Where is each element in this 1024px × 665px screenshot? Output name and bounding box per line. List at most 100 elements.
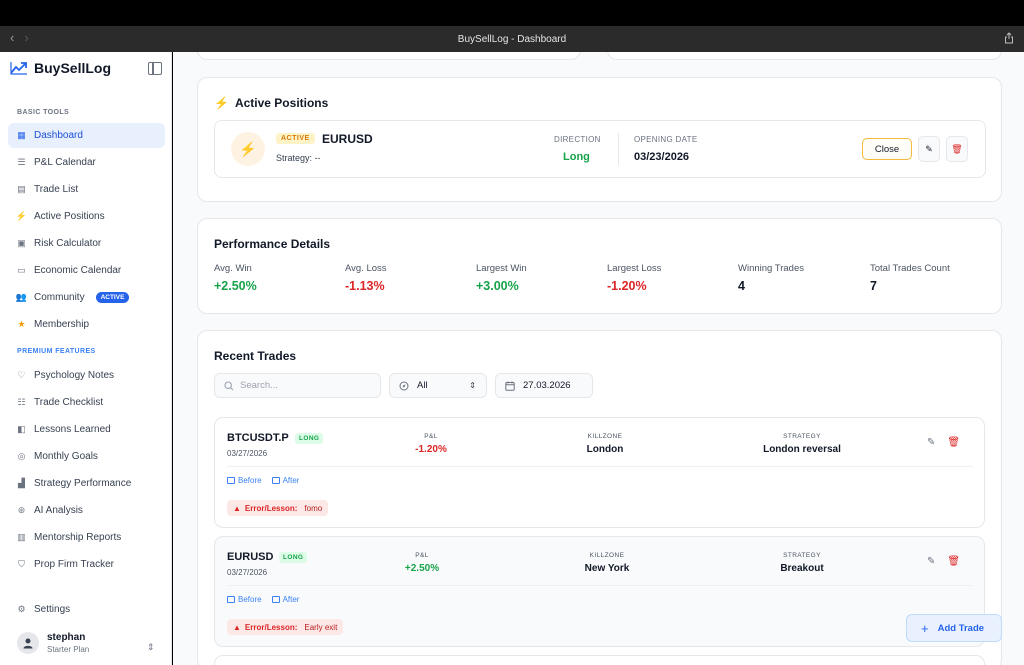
strategy-value: London reversal: [763, 444, 841, 455]
bolt-icon: ⚡: [15, 211, 28, 221]
before-label: Before: [238, 476, 262, 485]
stat-avg-win: Avg. Win +2.50%: [214, 263, 257, 293]
trade-actions: ✎ 🗑: [927, 556, 960, 567]
add-trade-button[interactable]: + Add Trade: [906, 614, 1002, 642]
after-link[interactable]: After: [271, 476, 299, 485]
search-icon: [224, 380, 234, 390]
trade-actions: ✎ 🗑: [927, 437, 960, 448]
bolt-icon: ⚡: [214, 96, 229, 110]
brand-name: BuySellLog: [34, 60, 112, 76]
book-icon: ◧: [17, 424, 26, 434]
edit-icon[interactable]: ✎: [927, 437, 936, 448]
delete-position-button[interactable]: 🗑: [946, 136, 968, 162]
stat-value: -1.13%: [345, 279, 385, 293]
opening-date-value: 03/23/2026: [634, 151, 690, 163]
stat-value: +3.00%: [476, 279, 519, 293]
sidebar-item-settings[interactable]: ⚙ Settings: [8, 597, 165, 622]
position-symbol: EURUSD: [322, 132, 373, 146]
sidebar-item-label: P&L Calendar: [34, 157, 96, 168]
sidebar-item-label: Settings: [34, 604, 71, 615]
pnl-label: P&L: [424, 433, 438, 440]
stat-label: Largest Win: [476, 263, 527, 274]
image-icon: [271, 477, 280, 484]
date-filter-input[interactable]: 27.03.2026: [495, 373, 593, 398]
sidebar-item-lessons-learned[interactable]: ◧ Lessons Learned: [8, 417, 165, 442]
lesson-label: Error/Lesson:: [244, 622, 298, 632]
divider: [618, 133, 619, 165]
warning-icon: ▲: [233, 503, 241, 513]
shield-icon: ⛉: [18, 559, 25, 569]
filter-select[interactable]: All ⇕: [389, 373, 487, 398]
sidebar-item-ai-analysis[interactable]: ⊛ AI Analysis: [8, 498, 165, 523]
list-icon: ▤: [17, 184, 26, 194]
trade-pnl: P&L +2.50%: [392, 552, 452, 574]
sidebar-item-dashboard[interactable]: ▦ Dashboard: [8, 123, 165, 148]
pnl-value: +2.50%: [404, 563, 440, 574]
screen-top-bar: [0, 0, 1024, 26]
trend-up-icon: [10, 62, 27, 75]
screenshot-links: Before After: [227, 595, 299, 604]
sidebar-item-risk-calculator[interactable]: ▣ Risk Calculator: [8, 231, 165, 256]
divider: [227, 585, 973, 586]
back-icon[interactable]: ‹: [10, 30, 15, 45]
trade-card[interactable]: [214, 655, 985, 665]
search-placeholder: Search...: [240, 380, 279, 391]
position-row: ⚡ ACTIVE EURUSD Strategy: -- DIRECTION L…: [214, 120, 986, 178]
search-input[interactable]: Search...: [214, 373, 381, 398]
active-positions-title: ⚡ Active Positions: [214, 96, 328, 110]
image-icon: [271, 596, 280, 603]
strategy-label: STRATEGY: [783, 552, 821, 559]
before-link[interactable]: Before: [227, 476, 262, 485]
lesson-value: fomo: [304, 503, 323, 513]
sidebar-item-economic-calendar[interactable]: ▭ Economic Calendar: [8, 258, 165, 283]
trade-symbol: BTCUSDT.P: [227, 432, 289, 444]
pnl-label: P&L: [415, 552, 429, 559]
sidebar-item-mentorship-reports[interactable]: ▥ Mentorship Reports: [8, 525, 165, 550]
sidebar-toggle-icon[interactable]: [148, 62, 162, 75]
sidebar-item-trade-checklist[interactable]: ☷ Trade Checklist: [8, 390, 165, 415]
trash-icon: 🗑: [951, 143, 963, 154]
sidebar-item-strategy-performance[interactable]: ▟ Strategy Performance: [8, 471, 165, 496]
section-label-premium: PREMIUM FEATURES: [17, 348, 96, 355]
trash-icon[interactable]: 🗑: [947, 556, 961, 567]
trade-card[interactable]: BTCUSDT.P LONG 03/27/2026 P&L -1.20% KIL…: [214, 417, 985, 528]
sidebar-item-community[interactable]: 👥 Community ACTIVE: [8, 285, 165, 310]
sidebar-item-active-positions[interactable]: ⚡ Active Positions: [8, 204, 165, 229]
stat-total-trades: Total Trades Count 7: [870, 263, 950, 293]
sidebar-item-monthly-goals[interactable]: ◎ Monthly Goals: [8, 444, 165, 469]
calculator-icon: ▣: [17, 238, 26, 248]
sidebar-item-membership[interactable]: ★ Membership: [8, 312, 165, 337]
sidebar-item-label: Risk Calculator: [34, 238, 102, 249]
position-strategy: Strategy: --: [276, 153, 321, 163]
close-position-button[interactable]: Close: [862, 138, 912, 160]
summary-card-right: [607, 52, 1002, 60]
pnl-value: -1.20%: [415, 444, 447, 455]
sidebar-item-pl-calendar[interactable]: ☰ P&L Calendar: [8, 150, 165, 175]
killzone-label: KILLZONE: [587, 433, 623, 440]
sidebar-item-trade-list[interactable]: ▤ Trade List: [8, 177, 165, 202]
brand-logo[interactable]: BuySellLog: [10, 60, 111, 76]
chevron-up-down-icon[interactable]: ⇕: [147, 642, 155, 652]
trade-pnl: P&L -1.20%: [401, 433, 461, 455]
before-link[interactable]: Before: [227, 595, 262, 604]
bar-chart-icon: ▟: [18, 478, 25, 488]
trash-icon[interactable]: 🗑: [947, 437, 961, 448]
edit-position-button[interactable]: ✎: [918, 136, 940, 162]
stat-label: Largest Loss: [607, 263, 662, 274]
user-menu[interactable]: stephan Starter Plan: [17, 632, 89, 654]
image-icon: [227, 596, 235, 603]
trade-date: 03/27/2026: [227, 568, 268, 577]
performance-title: Performance Details: [214, 237, 331, 251]
share-icon[interactable]: [1004, 32, 1014, 44]
edit-icon[interactable]: ✎: [927, 556, 936, 567]
after-label: After: [282, 595, 300, 604]
trade-card[interactable]: EURUSD LONG 03/27/2026 P&L +2.50% KILLZO…: [214, 536, 985, 647]
stat-largest-loss: Largest Loss -1.20%: [607, 263, 661, 293]
add-trade-label: Add Trade: [937, 622, 985, 634]
ai-icon: ⊛: [17, 505, 26, 515]
after-link[interactable]: After: [271, 595, 300, 604]
users-icon: 👥: [15, 292, 28, 302]
sidebar-item-prop-firm-tracker[interactable]: ⛉ Prop Firm Tracker: [8, 552, 165, 577]
forward-icon[interactable]: ›: [24, 30, 29, 45]
sidebar-item-psychology-notes[interactable]: ♡ Psychology Notes: [8, 363, 165, 388]
